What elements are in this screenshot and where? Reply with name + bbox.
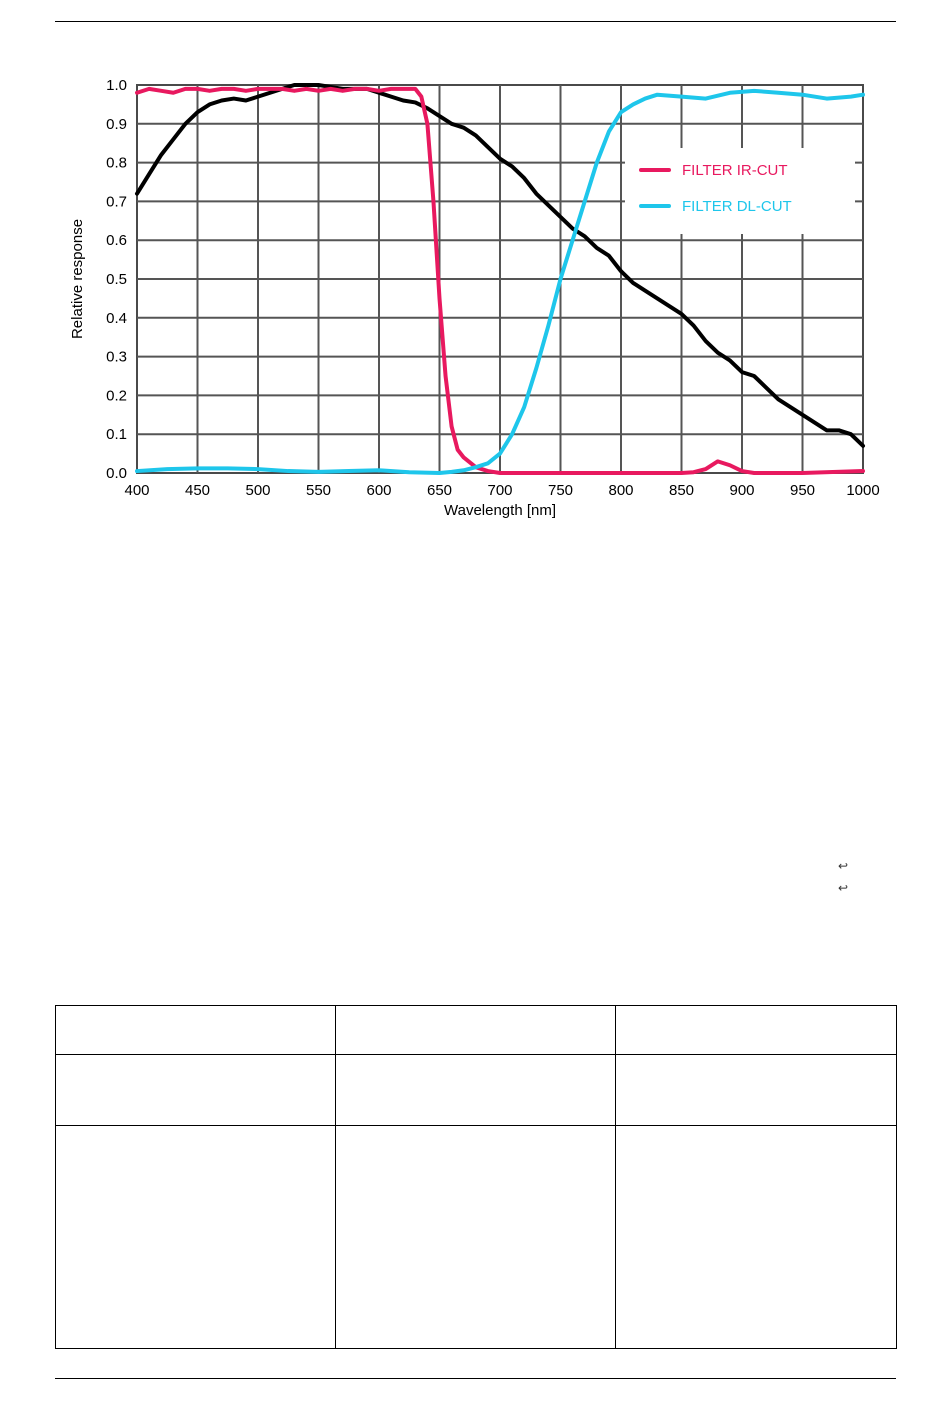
y-axis-label: Relative response	[69, 219, 86, 339]
y-tick-label: 0.2	[106, 387, 127, 404]
table-row	[55, 1054, 897, 1126]
x-tick-label: 400	[124, 482, 149, 499]
table-cell	[55, 1054, 336, 1126]
table-cell	[55, 1005, 336, 1055]
table-cell	[615, 1125, 897, 1349]
y-tick-label: 0.9	[106, 116, 127, 133]
x-tick-label: 850	[669, 482, 694, 499]
legend-label: FILTER IR-CUT	[682, 162, 788, 179]
chart-legend: FILTER IR-CUT FILTER DL-CUT	[625, 148, 855, 234]
x-tick-label: 950	[790, 482, 815, 499]
series-line-2	[135, 88, 865, 475]
y-tick-label: 0.0	[106, 465, 127, 482]
return-arrow-icon: ↩	[838, 859, 849, 873]
chart-tick-labels: 400 450 500 550 600 650 700 750 800 850 900 950 1000…	[106, 77, 880, 499]
table-row	[55, 1005, 897, 1055]
return-arrow-icon: ↩	[838, 881, 849, 895]
page-footer-rule	[55, 1378, 896, 1379]
x-tick-label: 900	[729, 482, 754, 499]
y-tick-label: 0.6	[106, 232, 127, 249]
spectral-response-chart: 400 450 500 550 600 650 700 750 800 850 900 950 1000…	[69, 77, 880, 519]
y-tick-label: 1.0	[106, 77, 127, 94]
spec-table	[55, 1005, 897, 1349]
x-tick-label: 450	[185, 482, 210, 499]
table-cell	[55, 1125, 336, 1349]
x-tick-label: 550	[306, 482, 331, 499]
table-cell	[615, 1054, 897, 1126]
page-header-rule	[55, 21, 896, 22]
y-tick-label: 0.8	[106, 155, 127, 172]
series-line-1	[135, 86, 865, 475]
x-axis-label: Wavelength [nm]	[444, 502, 556, 519]
x-tick-label: 800	[608, 482, 633, 499]
y-tick-label: 0.3	[106, 349, 127, 366]
chart-series	[135, 83, 865, 475]
x-tick-label: 500	[245, 482, 270, 499]
y-tick-label: 0.4	[106, 310, 127, 327]
table-cell	[335, 1125, 616, 1349]
table-row	[55, 1125, 897, 1349]
series-line-0	[135, 83, 865, 448]
legend-box	[625, 148, 855, 234]
table-cell	[615, 1005, 897, 1055]
table-cell	[335, 1054, 616, 1126]
x-tick-label: 750	[548, 482, 573, 499]
x-tick-label: 650	[427, 482, 452, 499]
y-tick-label: 0.7	[106, 193, 127, 210]
x-tick-label: 1000	[846, 482, 879, 499]
y-tick-label: 0.1	[106, 426, 127, 443]
y-tick-label: 0.5	[106, 271, 127, 288]
x-tick-label: 700	[487, 482, 512, 499]
x-tick-label: 600	[366, 482, 391, 499]
legend-label: FILTER DL-CUT	[682, 198, 792, 215]
table-cell	[335, 1005, 616, 1055]
